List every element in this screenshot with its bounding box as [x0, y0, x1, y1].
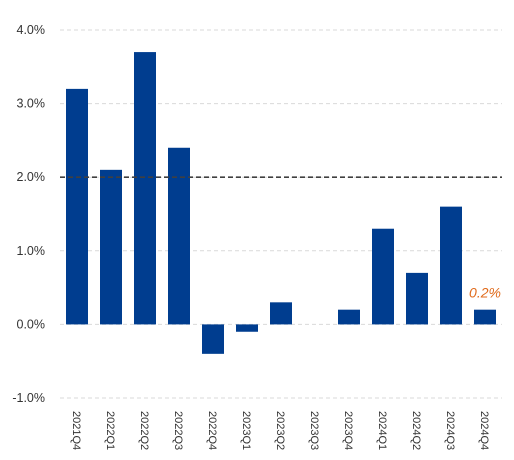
y-axis-ticks: -1.0% 0.0% 1.0% 2.0% 3.0% 4.0% — [12, 23, 45, 405]
x-tick-label: 2023Q1 — [240, 411, 252, 450]
bars — [66, 52, 496, 354]
bar-2024q2 — [406, 272, 428, 325]
x-axis-ticks: 2021Q4 2022Q1 2022Q2 2022Q3 2022Q4 2023Q1 2023… — [70, 411, 490, 450]
gridlines — [60, 29, 502, 399]
bar-2024q1 — [372, 228, 394, 325]
bar-2022q1 — [100, 169, 122, 325]
bar-2024q4 — [474, 309, 496, 325]
x-tick-label: 2023Q3 — [308, 411, 320, 450]
bar-2023q2 — [270, 302, 292, 325]
y-tick-label: 0.0% — [17, 317, 46, 331]
x-tick-label: 2022Q2 — [138, 411, 150, 450]
x-tick-label: 2024Q1 — [376, 411, 388, 450]
bar-2023q1 — [236, 324, 258, 332]
x-tick-label: 2022Q1 — [104, 411, 116, 450]
annotations: 0.2% — [469, 285, 501, 301]
bar-2022q3 — [168, 147, 190, 325]
bar-2022q2 — [134, 52, 156, 325]
x-tick-label: 2024Q4 — [478, 411, 490, 450]
x-tick-label: 2021Q4 — [70, 411, 82, 450]
x-tick-label: 2024Q2 — [410, 411, 422, 450]
bar-2023q4 — [338, 309, 360, 325]
x-tick-label: 2023Q2 — [274, 411, 286, 450]
x-tick-label: 2022Q4 — [206, 411, 218, 450]
y-tick-label: 3.0% — [17, 97, 46, 111]
y-tick-label: 4.0% — [17, 23, 46, 37]
y-tick-label: 1.0% — [17, 244, 46, 258]
x-tick-label: 2022Q3 — [172, 411, 184, 450]
last-value-annotation: 0.2% — [469, 285, 501, 301]
bar-2022q4 — [202, 324, 224, 354]
y-tick-label: -1.0% — [12, 391, 45, 405]
bar-2024q3 — [440, 206, 462, 325]
bar-2021q4 — [66, 88, 88, 325]
x-tick-label: 2024Q3 — [444, 411, 456, 450]
y-tick-label: 2.0% — [17, 170, 46, 184]
x-tick-label: 2023Q4 — [342, 411, 354, 450]
